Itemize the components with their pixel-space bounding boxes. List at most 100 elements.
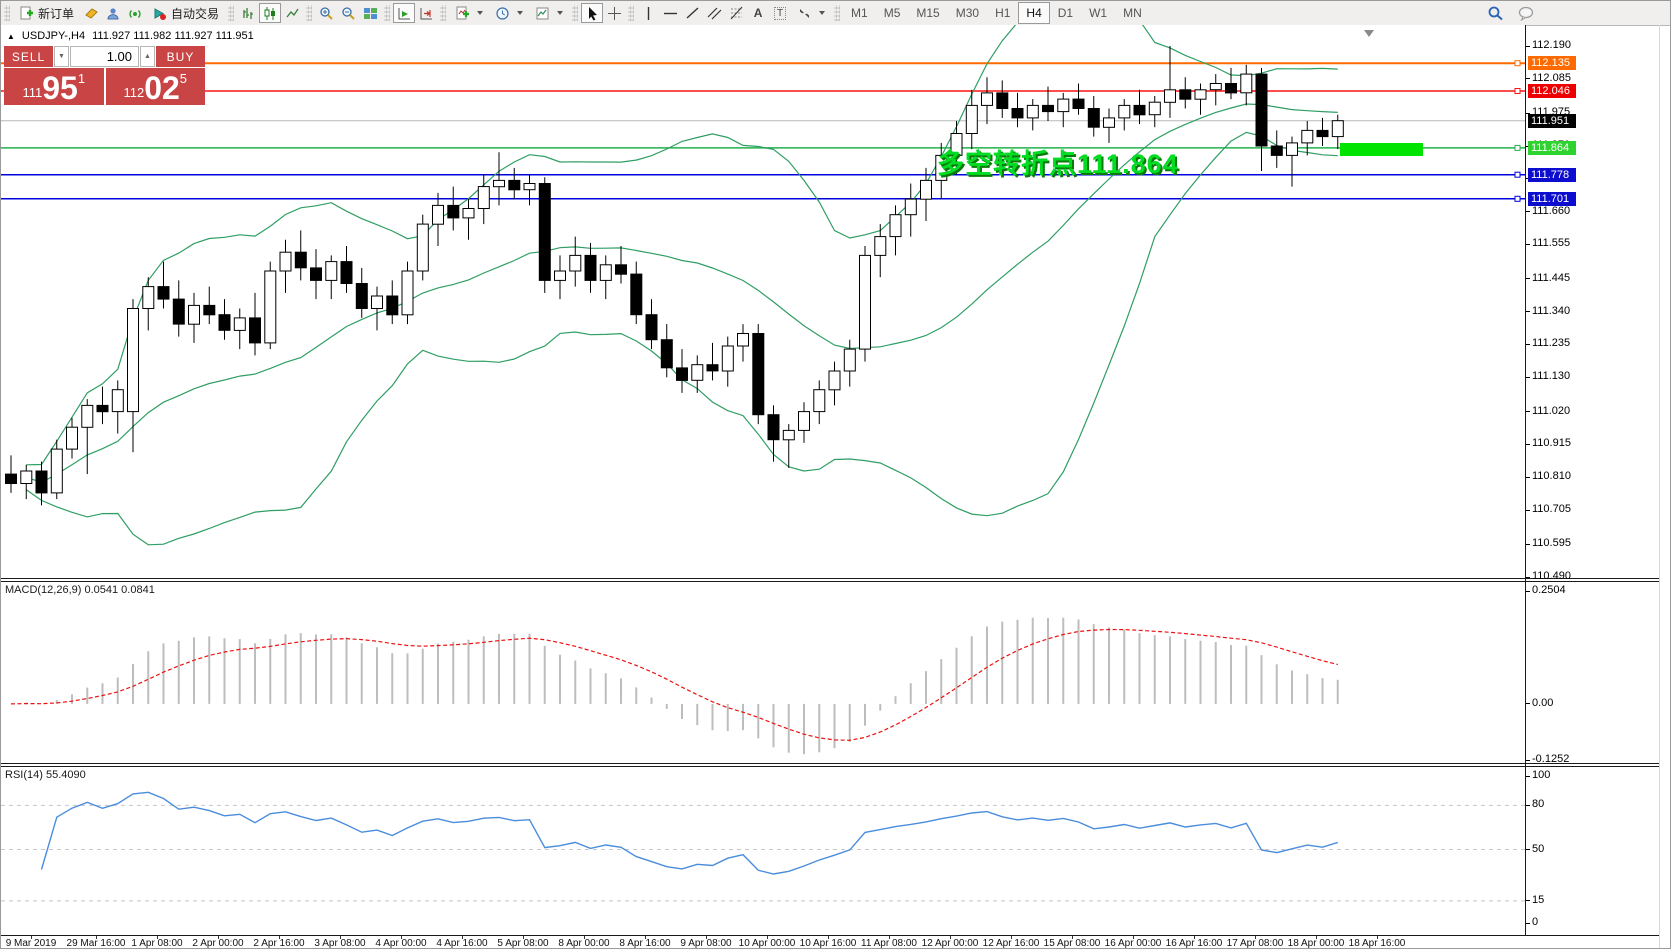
crosshair-button[interactable] <box>603 3 625 23</box>
horizontal-line-button[interactable] <box>659 3 681 23</box>
text-icon: A <box>753 6 763 20</box>
price-axis[interactable]: 112.190112.085111.975111.870111.765111.6… <box>1526 25 1659 936</box>
toolbar-grip[interactable] <box>440 5 447 21</box>
buy-price-sup: 5 <box>179 71 188 86</box>
rsi-tick-mark <box>1526 775 1530 777</box>
rsi-pane[interactable] <box>1 767 1525 935</box>
price-tick-label: 110.810 <box>1532 470 1571 483</box>
macd-tick-mark <box>1526 590 1530 592</box>
timeframe-mn[interactable]: MN <box>1123 6 1142 20</box>
macd-indicator-label: MACD(12,26,9) 0.0541 0.0841 <box>5 584 155 596</box>
main-chart[interactable] <box>1 25 1525 578</box>
text-label-icon: T <box>773 6 787 20</box>
horizontal-line-icon <box>663 12 677 14</box>
zoom-in-button[interactable] <box>315 3 337 23</box>
tile-windows-button[interactable] <box>359 3 381 23</box>
time-tick-label: 9 Mar 2019 <box>5 938 57 949</box>
pane-splitter[interactable] <box>1 763 1659 767</box>
time-tick-label: 29 Mar 16:00 <box>66 938 126 949</box>
price-label-chip: 112.046 <box>1528 84 1576 98</box>
sell-price-button[interactable]: 111 95 1 <box>4 68 104 105</box>
cursor-button[interactable] <box>581 3 604 23</box>
time-tick-label: 2 Apr 16:00 <box>253 938 305 949</box>
macd-pane[interactable] <box>1 582 1525 763</box>
price-tick-mark <box>1526 443 1530 445</box>
price-tick-mark <box>1526 343 1530 345</box>
indicators-button[interactable] <box>449 3 489 23</box>
time-tick-mark <box>340 936 341 939</box>
toolbar-grip[interactable] <box>4 5 10 21</box>
symbol-bar[interactable]: ▲ USDJPY-,H4 111.927 111.982 111.927 111… <box>7 30 254 42</box>
price-tick-mark <box>1526 311 1530 313</box>
timeframe-group: M1 M5 M15 M30 H1 H4 D1 W1 MN <box>843 2 1150 24</box>
pane-splitter[interactable] <box>1 578 1659 582</box>
candlestick-chart-button[interactable] <box>259 3 282 23</box>
chart-shift-button[interactable] <box>415 3 437 23</box>
time-tick-mark <box>96 936 97 939</box>
time-tick-mark <box>462 936 463 939</box>
candlestick-chart-icon <box>264 6 275 20</box>
collapse-icon[interactable]: ▲ <box>7 31 15 41</box>
channel-button[interactable] <box>703 3 725 23</box>
time-tick-label: 1 Apr 08:00 <box>131 938 183 949</box>
toolbar-grip[interactable] <box>572 5 579 21</box>
volume-decrease-button[interactable]: ▼ <box>54 46 69 67</box>
volume-increase-button[interactable]: ▲ <box>140 46 155 67</box>
metaeditor-button[interactable] <box>80 3 102 23</box>
line-chart-button[interactable] <box>281 3 303 23</box>
toolbar-grip[interactable] <box>628 5 635 21</box>
macd-tick-label: 0.00 <box>1532 696 1554 709</box>
autotrading-button[interactable]: 自动交易 <box>146 3 225 23</box>
toolbar-grip[interactable] <box>306 5 313 21</box>
auto-scroll-button[interactable] <box>393 3 416 23</box>
timeframe-m1[interactable]: M1 <box>851 6 868 20</box>
trendline-button[interactable] <box>681 3 703 23</box>
text-label-button[interactable]: T <box>769 3 791 23</box>
vertical-line-button[interactable] <box>637 3 659 23</box>
price-tick-label: 110.915 <box>1532 437 1571 450</box>
time-tick-label: 16 Apr 16:00 <box>1165 938 1223 949</box>
buy-button[interactable]: BUY <box>156 46 205 67</box>
time-tick-label: 10 Apr 00:00 <box>738 938 796 949</box>
chevron-down-icon <box>819 11 826 15</box>
toolbar-grip[interactable] <box>228 5 235 21</box>
new-order-icon <box>20 6 33 19</box>
periods-icon <box>496 6 509 20</box>
timeframe-m15[interactable]: M15 <box>916 6 940 20</box>
fibonacci-button[interactable] <box>725 3 747 23</box>
price-tick-label: 110.595 <box>1532 537 1571 550</box>
text-button[interactable]: A <box>747 3 769 23</box>
templates-button[interactable] <box>529 3 569 23</box>
market-watch-button[interactable] <box>102 3 124 23</box>
timeframe-h4[interactable]: H4 <box>1018 2 1050 24</box>
tile-windows-icon <box>363 7 377 19</box>
bar-chart-button[interactable] <box>237 3 259 23</box>
timeframe-m30[interactable]: M30 <box>955 6 980 20</box>
zoom-out-button[interactable] <box>337 3 359 23</box>
arrows-button[interactable] <box>791 3 831 23</box>
periods-button[interactable] <box>489 3 529 23</box>
search-icon[interactable] <box>1487 5 1504 22</box>
volume-input[interactable] <box>70 46 139 67</box>
toolbar-grip[interactable] <box>384 5 391 21</box>
cursor-icon <box>588 6 597 20</box>
autotrading-label: 自动交易 <box>171 6 220 21</box>
time-axis[interactable]: 9 Mar 2019 29 Mar 16:00 1 Apr 08:00 2 Apr 0… <box>1 936 1659 949</box>
sell-button[interactable]: SELL <box>4 46 53 67</box>
toolbar-grip[interactable] <box>834 5 841 21</box>
timeframe-h1[interactable]: H1 <box>995 6 1011 20</box>
timeframe-w1[interactable]: W1 <box>1089 6 1108 20</box>
time-tick-label: 16 Apr 00:00 <box>1104 938 1162 949</box>
price-tick-mark <box>1526 78 1530 80</box>
new-order-button[interactable]: 新订单 <box>13 3 80 23</box>
toolbar: 新订单 自动交易 <box>1 1 1670 26</box>
arrows-icon <box>800 8 810 18</box>
timeframe-m5[interactable]: M5 <box>883 6 901 20</box>
buy-price-button[interactable]: 112 02 5 <box>105 68 205 105</box>
signals-button[interactable] <box>124 3 146 23</box>
timeframe-d1[interactable]: D1 <box>1057 6 1074 20</box>
rsi-tick-mark <box>1526 804 1530 806</box>
chat-icon[interactable] <box>1518 6 1537 21</box>
price-tick-mark <box>1526 543 1530 545</box>
